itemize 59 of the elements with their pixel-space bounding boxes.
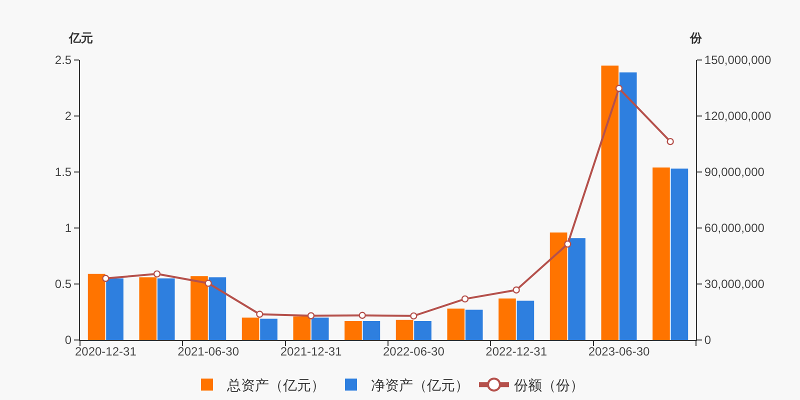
bar: [157, 278, 175, 340]
y-tick-label: 0.5: [54, 277, 72, 292]
bar: [139, 277, 157, 340]
legend-label: 总资产（亿元）: [226, 377, 325, 394]
y2-tick-label: 30,000,000: [704, 277, 765, 292]
bar: [362, 320, 380, 340]
bar: [344, 320, 362, 340]
point: [461, 295, 469, 303]
bar: [208, 277, 226, 340]
bar: [190, 276, 208, 340]
legend-label: 份额（份）: [514, 377, 584, 394]
y2-tick-label: 120,000,000: [704, 109, 772, 124]
y2-axis-title: 份: [689, 31, 703, 45]
y2-tick-label: 90,000,000: [704, 165, 765, 180]
bar: [516, 300, 534, 340]
y-tick-label: 2: [64, 109, 72, 124]
y2-tick-label: 150,000,000: [704, 53, 772, 68]
bar: [396, 320, 414, 340]
bar: [498, 298, 516, 340]
bar: [568, 238, 586, 340]
point: [307, 312, 315, 320]
bar: [88, 274, 106, 340]
x-tick-label: 2021-06-30: [178, 344, 240, 358]
y-tick-label: 2.5: [54, 53, 72, 68]
x-tick-label: 2020-12-31: [74, 344, 137, 358]
point: [564, 240, 572, 248]
point: [358, 312, 366, 319]
x-tick-label: 2022-06-30: [382, 344, 445, 358]
x-tick-label: 2021-12-31: [280, 344, 342, 358]
y-tick-label: 1: [64, 221, 72, 236]
bar: [106, 278, 124, 340]
point: [256, 310, 264, 318]
bar: [465, 310, 483, 340]
point: [410, 312, 418, 320]
bar: [242, 318, 260, 340]
bar: [619, 72, 637, 340]
x-tick-label: 2023-06-30: [588, 344, 650, 358]
legend-label: 净资产（亿元）: [371, 377, 469, 394]
bar: [670, 168, 688, 340]
point: [204, 280, 212, 287]
y-axis-title: 亿元: [68, 31, 93, 45]
bar: [311, 318, 329, 340]
y2-tick-label: 0: [704, 333, 712, 348]
bar: [293, 316, 311, 340]
bar: [414, 320, 432, 340]
y2-tick-label: 60,000,000: [704, 221, 765, 236]
point: [666, 138, 674, 146]
y-tick-label: 0: [64, 333, 72, 348]
bar: [447, 308, 465, 340]
x-tick-label: 2022-12-31: [486, 344, 548, 358]
bar: [601, 66, 619, 340]
y-tick-label: 1.5: [54, 165, 72, 180]
point: [102, 274, 110, 282]
bar: [550, 232, 568, 340]
point: [615, 84, 623, 92]
bar: [652, 168, 670, 340]
point: [512, 286, 520, 294]
bar: [260, 318, 278, 340]
point: [153, 270, 161, 278]
